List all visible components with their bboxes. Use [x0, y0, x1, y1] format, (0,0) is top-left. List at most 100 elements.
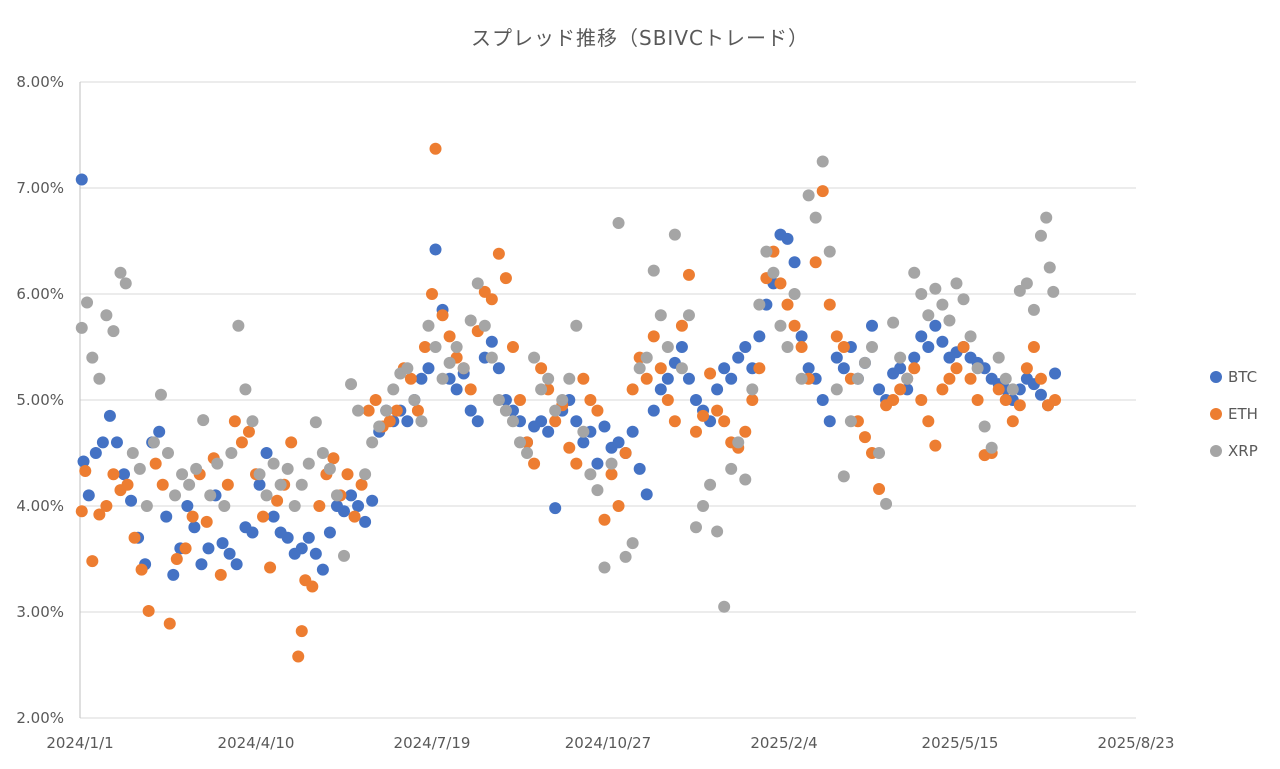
data-point-eth	[753, 362, 766, 375]
data-point-eth	[1013, 399, 1026, 412]
data-point-xrp	[999, 372, 1012, 385]
data-point-eth	[506, 341, 519, 353]
data-point-eth	[186, 510, 199, 523]
data-point-eth	[221, 478, 234, 491]
data-point-xrp	[380, 404, 393, 417]
data-point-xrp	[542, 372, 555, 385]
data-point-eth	[235, 436, 248, 449]
data-point-eth	[584, 394, 597, 406]
data-point-eth	[383, 415, 396, 428]
data-point-btc	[323, 526, 336, 539]
data-point-xrp	[866, 341, 878, 353]
data-point-btc	[908, 351, 921, 364]
data-point-eth	[570, 457, 583, 470]
data-point-xrp	[1020, 277, 1033, 290]
data-point-btc	[422, 362, 435, 375]
data-point-eth	[390, 404, 403, 417]
data-point-eth	[107, 468, 120, 481]
data-point-btc	[302, 531, 315, 544]
data-point-btc	[223, 547, 236, 560]
data-point-btc	[816, 394, 829, 406]
data-point-btc	[823, 415, 836, 428]
data-point-btc	[216, 537, 229, 550]
data-point-eth	[711, 404, 724, 417]
data-point-xrp	[739, 473, 752, 486]
data-point-btc	[1034, 388, 1047, 401]
data-point-eth	[100, 500, 113, 512]
data-point-xrp	[232, 319, 245, 332]
data-point-eth	[228, 415, 241, 428]
data-point-eth	[690, 425, 702, 438]
data-point-eth	[929, 439, 942, 452]
data-point-eth	[668, 415, 681, 428]
data-point-btc	[626, 425, 639, 438]
y-tick-label: 4.00%	[16, 497, 64, 515]
data-point-xrp	[577, 425, 590, 438]
data-point-xrp	[1034, 229, 1047, 242]
x-tick-label: 2025/8/23	[1098, 734, 1175, 752]
data-point-xrp	[915, 288, 928, 300]
data-point-btc	[682, 372, 695, 385]
data-point-eth	[873, 483, 886, 496]
data-point-xrp	[675, 362, 688, 375]
data-point-xrp	[373, 420, 386, 433]
data-point-btc	[781, 232, 794, 245]
data-point-xrp	[218, 500, 231, 512]
data-point-btc	[647, 404, 660, 417]
data-point-xrp	[704, 478, 717, 491]
data-point-xrp	[176, 468, 189, 481]
data-point-eth	[837, 341, 850, 353]
data-point-eth	[135, 563, 148, 576]
data-point-eth	[563, 441, 576, 454]
data-point-xrp	[647, 264, 660, 277]
data-point-eth	[781, 298, 794, 311]
data-point-eth	[285, 436, 298, 449]
data-point-xrp	[971, 362, 984, 375]
data-point-xrp	[295, 478, 308, 491]
legend-label-eth: ETH	[1228, 405, 1258, 423]
data-point-eth	[200, 515, 213, 528]
data-point-eth	[950, 362, 963, 375]
data-point-eth	[577, 372, 590, 385]
data-point-xrp	[100, 309, 113, 322]
data-point-btc	[295, 542, 308, 555]
data-point-btc	[922, 341, 935, 353]
data-point-btc	[429, 243, 442, 256]
data-point-eth	[697, 409, 710, 422]
data-point-eth	[93, 508, 106, 521]
data-point-xrp	[478, 319, 491, 332]
data-point-xrp	[514, 436, 526, 449]
data-point-btc	[471, 415, 484, 428]
data-point-xrp	[549, 404, 562, 417]
data-point-eth	[313, 500, 326, 512]
data-point-xrp	[126, 447, 139, 459]
data-point-eth	[156, 478, 169, 491]
data-point-xrp	[725, 462, 738, 475]
data-point-btc	[725, 372, 738, 385]
data-point-xrp	[457, 362, 470, 375]
data-point-eth	[704, 367, 717, 380]
data-point-btc	[464, 404, 477, 417]
data-point-xrp	[619, 550, 632, 563]
data-point-xrp	[612, 216, 625, 229]
data-point-eth	[661, 394, 674, 406]
data-point-btc	[788, 256, 801, 269]
data-point-btc	[485, 335, 498, 348]
data-point-xrp	[978, 420, 991, 433]
data-point-xrp	[788, 288, 801, 300]
data-point-eth	[362, 404, 375, 417]
data-point-xrp	[253, 468, 266, 481]
data-point-xrp	[387, 383, 400, 396]
data-point-btc	[795, 330, 808, 343]
y-tick-label: 6.00%	[16, 285, 64, 303]
data-point-eth	[999, 394, 1012, 406]
data-point-xrp	[323, 462, 336, 475]
data-point-eth	[79, 465, 92, 478]
data-point-btc	[866, 319, 878, 332]
axes: 2.00% 3.00% 4.00% 5.00% 6.00% 7.00% 8.00% 2024/…	[16, 73, 1174, 752]
data-point-xrp	[345, 378, 358, 391]
data-point-xrp	[535, 383, 548, 396]
data-point-btc	[542, 425, 555, 438]
data-point-eth	[992, 383, 1005, 396]
data-point-xrp	[415, 415, 428, 428]
